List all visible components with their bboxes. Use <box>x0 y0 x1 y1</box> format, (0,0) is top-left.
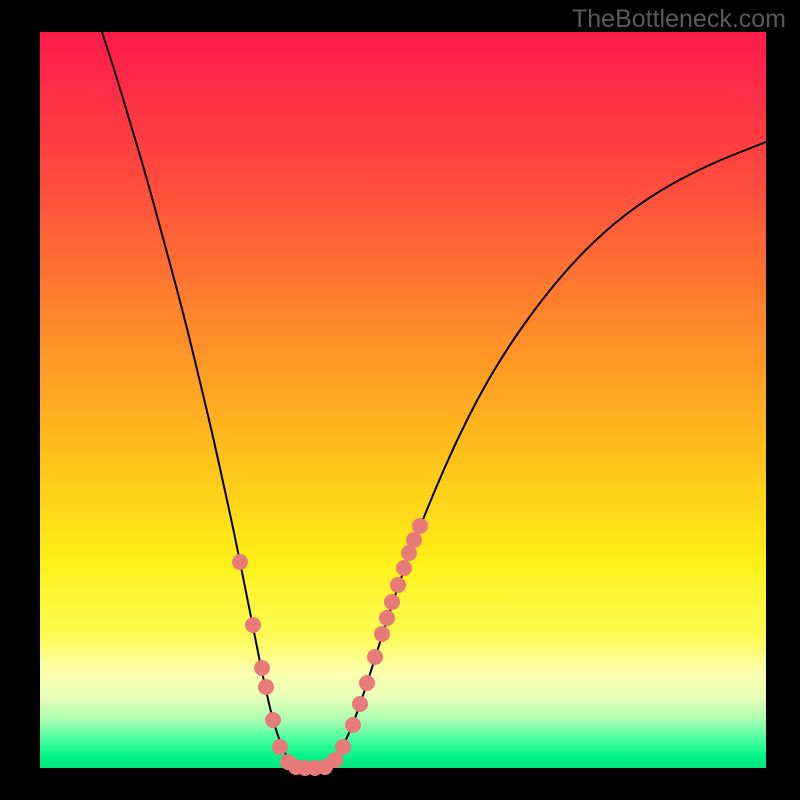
chart-canvas: TheBottleneck.com <box>0 0 800 800</box>
gradient-background <box>40 32 766 768</box>
plot-area <box>40 32 766 768</box>
watermark-text: TheBottleneck.com <box>572 5 786 34</box>
